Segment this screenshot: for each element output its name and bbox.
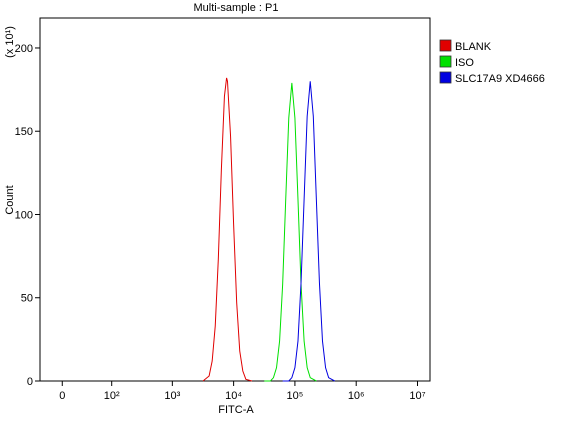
x-tick-label: 10²: [104, 390, 120, 402]
x-tick-label: 10⁴: [225, 390, 242, 402]
y-axis-label: Count: [4, 185, 16, 214]
x-tick-label: 10⁷: [409, 390, 425, 402]
legend-swatch: [439, 39, 452, 52]
plot-frame: [39, 17, 431, 382]
histogram-line: [264, 82, 317, 382]
x-axis-label: FITC-A: [218, 404, 254, 416]
x-tick-label: 10³: [164, 390, 180, 402]
y-tick-label: 150: [15, 126, 33, 138]
legend-swatch: [439, 71, 452, 84]
legend-label: ISO: [455, 57, 474, 69]
y-tick-label: 200: [15, 43, 33, 55]
legend-label: BLANK: [455, 41, 492, 53]
y-tick-label: 100: [15, 209, 33, 221]
y-tick-label: 50: [21, 293, 33, 305]
chart-title: Multi-sample : P1: [194, 2, 279, 14]
y-tick-label: 0: [27, 376, 33, 388]
y-multiplier: (x 10¹): [4, 26, 16, 58]
x-tick-label: 0: [59, 390, 65, 402]
x-tick-label: 10⁵: [287, 390, 304, 402]
legend-label: SLC17A9 XD4666: [455, 73, 545, 85]
histogram-line: [202, 77, 253, 382]
histogram-line: [282, 81, 335, 382]
legend-swatch: [439, 55, 452, 68]
x-tick-label: 10⁶: [348, 390, 365, 402]
